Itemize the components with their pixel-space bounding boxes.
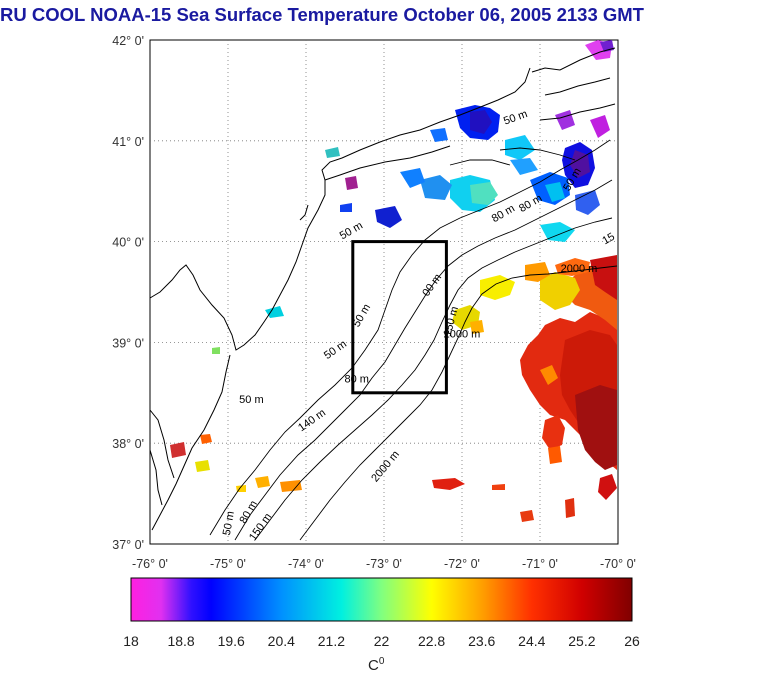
latitude-tick-labels: 42° 0' 41° 0' 40° 0' 39° 0' 38° 0' 37° 0' [112,34,144,552]
colorbar-tick-label: 24.4 [518,633,545,649]
lon-tick-label: -73° 0' [366,557,402,571]
colorbar-tick-label: 26 [624,633,640,649]
contour-label: 80 m [517,192,544,215]
colorbar-tick-label: 20.4 [268,633,295,649]
lon-tick-label: -70° 0' [600,557,636,571]
contour-label: 50 m [239,394,263,406]
longitude-tick-labels: -76° 0' -75° 0' -74° 0' -73° 0' -72° 0' -71° … [132,557,636,571]
lat-tick-label: 37° 0' [112,538,144,552]
lat-tick-label: 39° 0' [112,336,144,350]
colorbar-tick-label: 18.8 [167,633,194,649]
lon-tick-label: -75° 0' [210,557,246,571]
colorbar-tick-label: 22 [374,633,390,649]
sst-data-patches [170,40,617,522]
contour-label: 50 m [338,220,365,243]
bathymetry-contours [209,139,618,541]
lat-tick-label: 40° 0' [112,236,144,250]
colorbar [130,577,633,622]
contour-label: 2000 m [444,328,481,340]
study-area-box [351,240,448,395]
contour-label: 2000 m [561,263,598,275]
colorbar-tick-label: 22.8 [418,633,445,649]
lon-tick-label: -72° 0' [444,557,480,571]
contour-label: 2000 m [369,449,402,485]
colorbar-unit-label: C0 [368,656,385,674]
contour-label: 140 m [296,407,328,434]
lat-tick-label: 38° 0' [112,437,144,451]
lon-tick-label: -76° 0' [132,557,168,571]
contour-label: 00 m [420,272,444,299]
map-title: RU COOL NOAA-15 Sea Surface Temperature … [0,4,644,25]
contour-label: 15 [600,231,617,248]
contour-label: 50 m [221,510,237,536]
lat-tick-label: 42° 0' [112,34,144,48]
colorbar-tick-label: 19.6 [218,633,245,649]
colorbar-tick-labels: 18 18.8 19.6 20.4 21.2 22 22.8 23.6 24.4 25.2 26 [123,633,640,649]
lon-tick-label: -71° 0' [522,557,558,571]
colorbar-tick-label: 23.6 [468,633,495,649]
contour-label: 80 m [490,202,517,225]
colorbar-tick-label: 21.2 [318,633,345,649]
coastline [149,47,616,531]
colorbar-tick-label: 25.2 [568,633,595,649]
colorbar-tick-label: 18 [123,633,139,649]
contour-label: 80 m [344,374,368,386]
lat-tick-label: 41° 0' [112,135,144,149]
contour-label: 50 m [322,338,349,362]
lon-tick-label: -74° 0' [288,557,324,571]
contour-label: 50 m [502,108,529,128]
